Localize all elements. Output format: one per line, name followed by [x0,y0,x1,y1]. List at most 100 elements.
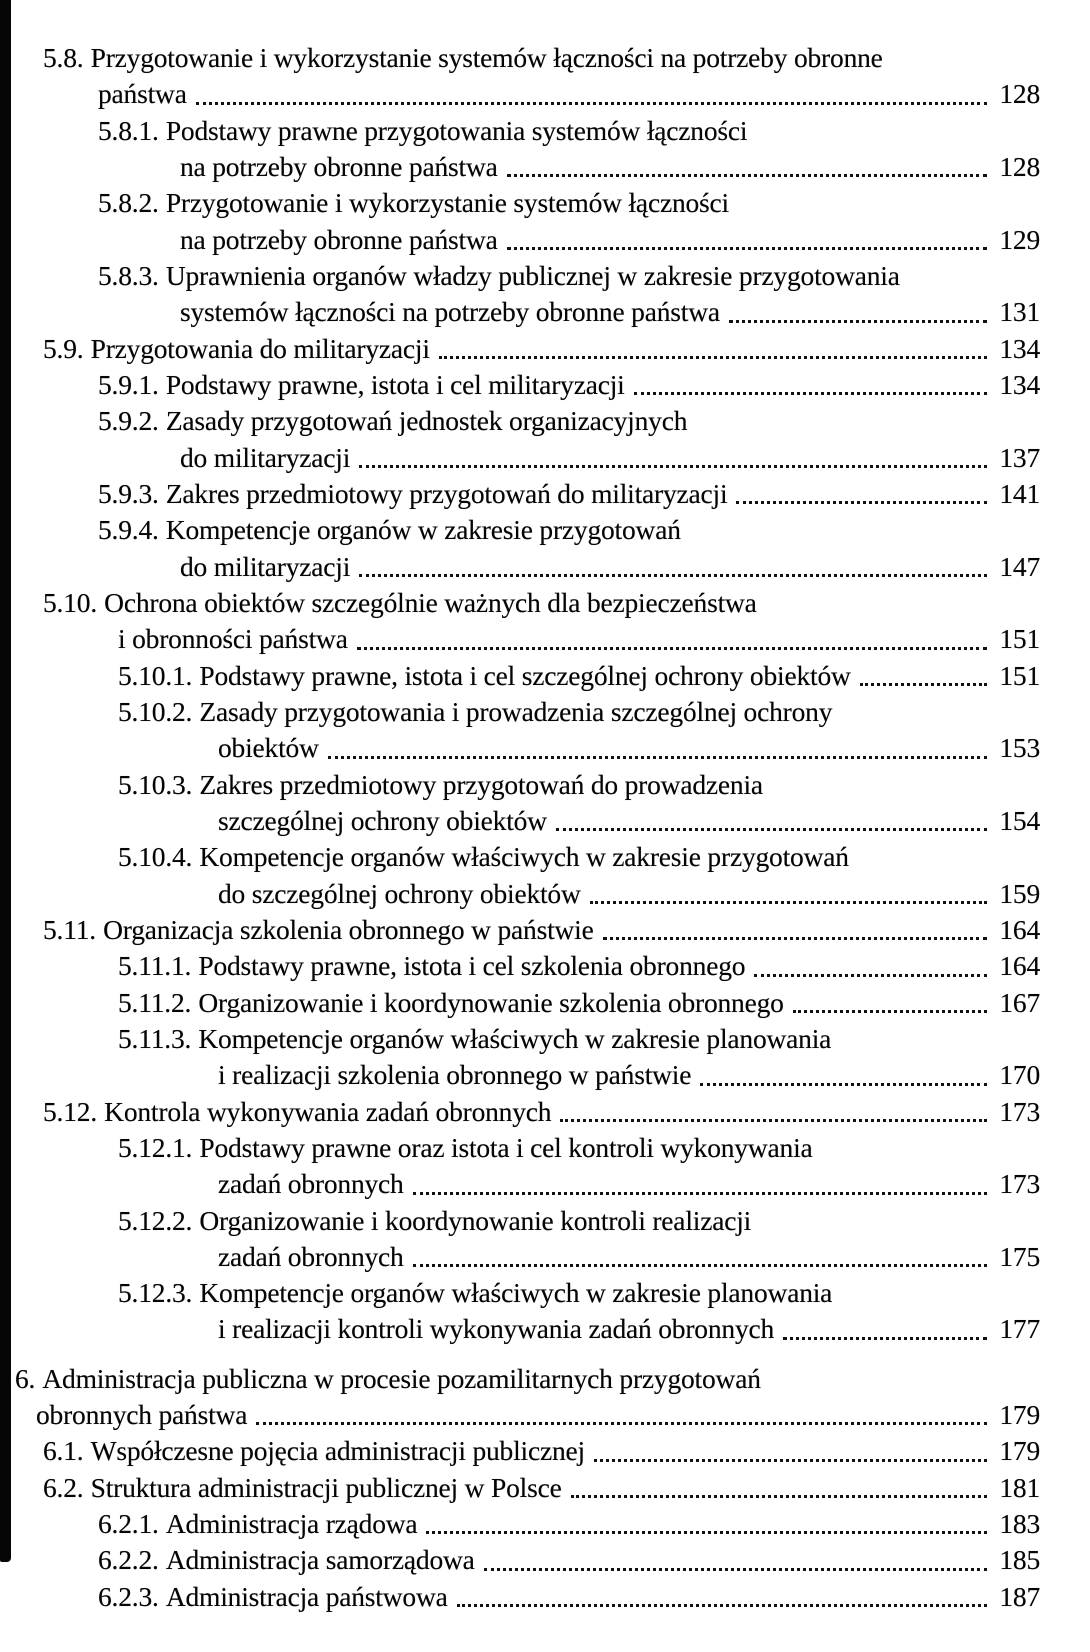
toc-line: 5.9.2. Zasady przygotowań jednostek organ… [0,403,1090,439]
toc-page-number: 164 [999,950,1040,982]
toc-line: zadań obronnych 173 [0,1166,1090,1202]
scan-gutter-bar [0,0,11,1562]
toc-line: 5.11.1. Podstawy prawne, istota i cel szk… [0,948,1090,984]
toc-entry-number: 6.1. [43,1435,84,1467]
toc-entry-number: 6.2.1. [98,1508,159,1540]
toc-entry-title: państwa [98,78,187,110]
toc-entry-title: systemów łączności na potrzeby obronne p… [180,296,720,328]
toc-entry-number: 5.12. [43,1095,98,1127]
dot-leader [783,1336,988,1340]
toc-entry-number: 5.11.3. [118,1022,192,1054]
table-of-contents: 5.8. Przygotowanie i wykorzystanie system… [0,42,1090,1615]
toc-line: 6.1. Współczesne pojęcia administracji pu… [0,1433,1090,1469]
toc-entry-title: Kompetencje organów w zakresie przygotow… [165,514,681,546]
toc-entry-number: 5.9.1. [98,368,159,400]
toc-line: 5.8.1. Podstawy prawne przygotowania syst… [0,113,1090,149]
toc-entry-number: 5.8. [43,42,84,73]
toc-line: 6.2.3. Administracja państwowa 187 [0,1579,1090,1615]
dot-leader [594,1458,988,1462]
toc-line: i realizacji szkolenia obronnego w państ… [0,1057,1090,1093]
toc-line: 5.8.3. Uprawnienia organów władzy publicz… [0,258,1090,294]
toc-line: 5.11.3. Kompetencje organów właściwych w … [0,1021,1090,1057]
toc-page-number: 137 [999,441,1040,473]
toc-entry-title: Podstawy prawne przygotowania systemów ł… [165,114,748,146]
toc-page-number: 147 [999,550,1040,582]
toc-line: 5.9.3. Zakres przedmiotowy przygotowań do… [0,476,1090,512]
toc-line: 5.12. Kontrola wykonywania zadań obronnyc… [0,1094,1090,1130]
toc-entry-number: 5.9.4. [98,514,159,546]
toc-entry-title: obiektów [218,732,319,764]
toc-line: 5.8.2. Przygotowanie i wykorzystanie syst… [0,185,1090,221]
toc-line: do militaryzacji 147 [0,549,1090,585]
toc-entry-title: Przygotowanie i wykorzystanie systemów ł… [90,42,883,73]
toc-entry-title: Przygotowanie i wykorzystanie systemów ł… [165,187,730,219]
toc-entry-title: Organizacja szkolenia obronnego w państw… [103,913,594,945]
toc-entry-number: 5.8.2. [98,187,159,219]
dot-leader [792,1009,988,1013]
toc-line: 5.12.3. Kompetencje organów właściwych w … [0,1275,1090,1311]
toc-line: systemów łączności na potrzeby obronne p… [0,294,1090,330]
toc-entry-title: Struktura administracji publicznej w Pol… [90,1471,562,1503]
toc-entry-number: 5.10.1. [118,659,193,691]
dot-leader [483,1567,988,1571]
toc-entry-number: 5.12.3. [118,1277,193,1309]
toc-entry-title: do militaryzacji [180,550,351,582]
toc-entry-title: Podstawy prawne, istota i cel szkolenia … [198,950,746,982]
toc-page-number: 164 [999,913,1040,945]
dot-leader [736,501,988,505]
toc-entry-title: Ochrona obiektów szczególnie ważnych dla… [104,586,757,618]
toc-entry-title: Administracja państwowa [165,1580,448,1612]
toc-entry-number: 5.11.1. [118,950,192,982]
toc-entry-number: 6. [15,1362,36,1394]
toc-entry-number: 6.2. [43,1471,84,1503]
dot-leader [438,355,988,359]
toc-entry-title: Administracja samorządowa [165,1544,475,1576]
toc-page-number: 183 [999,1508,1040,1540]
toc-line: 5.9.4. Kompetencje organów w zakresie prz… [0,512,1090,548]
toc-page-number: 154 [999,804,1040,836]
toc-entry-title: Kontrola wykonywania zadań obronnych [104,1095,552,1127]
toc-line: 5.10. Ochrona obiektów szczególnie ważnyc… [0,585,1090,621]
toc-entry-number: 5.10.3. [118,768,193,800]
toc-page-number: 167 [999,986,1040,1018]
toc-entry-title: Zasady przygotowania i prowadzenia szcze… [199,695,833,727]
toc-entry-number: 6.2.2. [98,1544,159,1576]
toc-entry-number: 5.9.2. [98,405,159,437]
toc-entry-title: do militaryzacji [180,441,351,473]
dot-leader [633,392,988,396]
toc-page-number: 128 [999,150,1040,182]
toc-entry-title: Podstawy prawne, istota i cel szczególne… [199,659,851,691]
dot-leader [602,937,988,941]
toc-line: zadań obronnych 175 [0,1239,1090,1275]
toc-entry-title: Uprawnienia organów władzy publicznej w … [165,259,900,291]
toc-line: 6.2.1. Administracja rządowa 183 [0,1506,1090,1542]
toc-entry-title: Zakres przedmiotowy przygotowań do prowa… [199,768,763,800]
toc-line: 5.10.4. Kompetencje organów właściwych w … [0,839,1090,875]
toc-page-number: 134 [999,368,1040,400]
toc-entry-title: Organizowanie i koordynowanie kontroli r… [199,1204,752,1236]
toc-page-number: 151 [999,659,1040,691]
toc-page-number: 170 [999,1059,1040,1091]
toc-line: na potrzeby obronne państwa 129 [0,222,1090,258]
toc-entry-title: Zakres przedmiotowy przygotowań do milit… [165,477,728,509]
toc-entry-number: 5.11.2. [118,986,192,1018]
toc-entry-title: Współczesne pojęcia administracji public… [90,1435,586,1467]
toc-page-number: 179 [999,1399,1040,1431]
toc-page-number: 128 [999,78,1040,110]
toc-entry-number: 5.9.3. [98,477,159,509]
toc-line: 5.12.2. Organizowanie i koordynowanie kon… [0,1203,1090,1239]
toc-line: 6.2.2. Administracja samorządowa 185 [0,1542,1090,1578]
dot-leader [555,828,988,832]
toc-entry-number: 5.10. [43,586,98,618]
dot-leader [754,973,988,977]
toc-page-number: 141 [999,477,1040,509]
toc-page-number: 173 [999,1095,1040,1127]
chapter-gap [0,1348,1090,1361]
toc-line: i obronności państwa 151 [0,621,1090,657]
toc-entry-number: 5.12.1. [118,1131,193,1163]
dot-leader [412,1264,988,1268]
toc-entry-number: 5.8.3. [98,259,159,291]
toc-page-number: 181 [999,1471,1040,1503]
toc-entry-title: Przygotowania do militaryzacji [90,332,430,364]
toc-entry-title: na potrzeby obronne państwa [180,223,498,255]
